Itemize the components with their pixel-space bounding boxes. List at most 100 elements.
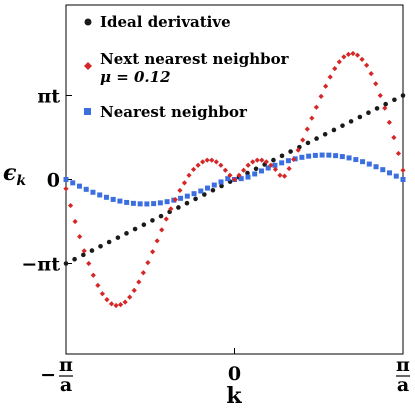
- data-point: [348, 119, 354, 124]
- data-point: [340, 123, 345, 128]
- data-point: [70, 180, 76, 186]
- data-point: [198, 188, 204, 194]
- data-point: [90, 272, 96, 278]
- data-point: [271, 157, 276, 163]
- data-point: [144, 201, 150, 207]
- y-axis-label-symbol: ϵ: [3, 160, 17, 186]
- data-point: [272, 162, 278, 168]
- data-point: [279, 153, 285, 159]
- data-point: [76, 183, 82, 189]
- data-point: [81, 252, 86, 258]
- data-point: [108, 301, 115, 307]
- data-point: [366, 161, 372, 167]
- data-point: [209, 157, 215, 163]
- data-point: [164, 199, 170, 205]
- data-point: [291, 156, 297, 162]
- data-point: [332, 66, 338, 72]
- legend-label-next-nearest: Next nearest neighbor: [100, 50, 290, 68]
- data-point: [158, 213, 164, 219]
- data-point: [231, 176, 238, 183]
- data-point: [157, 200, 163, 206]
- data-point: [250, 159, 256, 165]
- data-point: [304, 126, 310, 132]
- data-point: [323, 83, 329, 89]
- y-tick-label: −πt: [21, 254, 60, 276]
- data-point: [186, 172, 192, 178]
- data-point: [103, 194, 109, 200]
- data-point: [400, 177, 406, 182]
- data-point: [339, 154, 345, 160]
- data-point: [97, 192, 103, 198]
- legend-marker-nearest: [84, 108, 91, 115]
- data-point: [259, 157, 265, 163]
- data-point: [312, 152, 318, 158]
- x-tick-label: 0: [228, 363, 241, 385]
- data-point: [306, 153, 312, 159]
- data-point: [141, 222, 147, 227]
- data-point: [181, 180, 188, 186]
- data-point: [300, 137, 306, 143]
- data-point: [322, 132, 328, 137]
- data-point: [159, 227, 165, 233]
- data-point: [395, 150, 402, 157]
- data-point: [213, 159, 219, 165]
- legend-label-nearest: Nearest neighbor: [100, 103, 248, 121]
- data-point: [382, 105, 388, 111]
- data-point: [245, 162, 251, 168]
- data-point: [77, 234, 83, 240]
- data-point: [177, 187, 183, 194]
- legend-marker-ideal: [84, 18, 92, 26]
- data-point: [163, 216, 169, 222]
- data-point: [191, 191, 197, 197]
- data-point: [353, 157, 359, 163]
- data-point: [210, 187, 216, 193]
- data-point: [238, 176, 244, 182]
- data-point: [63, 186, 69, 192]
- data-point: [95, 282, 101, 288]
- legend-marker-next-nearest: [84, 62, 92, 70]
- series-diamond: [63, 50, 406, 309]
- data-point: [104, 297, 110, 303]
- data-point: [374, 106, 380, 111]
- data-point: [368, 71, 374, 77]
- data-point: [345, 51, 352, 57]
- data-point: [326, 152, 332, 158]
- data-point: [98, 243, 103, 249]
- data-point: [299, 154, 305, 160]
- data-point: [131, 287, 137, 293]
- data-point: [373, 81, 379, 87]
- data-point: [245, 174, 251, 180]
- data-point: [295, 147, 301, 153]
- data-point: [110, 196, 116, 202]
- data-point: [222, 167, 229, 173]
- data-point: [72, 218, 78, 225]
- data-point: [137, 201, 143, 207]
- data-point: [205, 185, 211, 191]
- y-axis-label-subscript: k: [16, 173, 26, 189]
- data-point: [383, 101, 388, 107]
- series-circle: [63, 93, 406, 266]
- data-point: [392, 97, 397, 103]
- data-point: [400, 167, 406, 173]
- data-point: [366, 110, 371, 116]
- data-point: [346, 155, 352, 161]
- data-point: [386, 119, 392, 125]
- legend: Ideal derivative Next nearest neighbor μ…: [84, 13, 290, 121]
- data-point: [254, 157, 260, 163]
- data-point: [145, 260, 151, 266]
- data-point: [364, 62, 370, 68]
- data-point: [333, 153, 339, 159]
- data-point: [178, 195, 184, 201]
- data-point: [318, 93, 324, 99]
- x-tick-fraction-numerator: π: [396, 354, 410, 376]
- data-point: [124, 199, 130, 205]
- data-point: [115, 235, 121, 240]
- data-point: [168, 206, 174, 212]
- data-point: [150, 249, 156, 255]
- x-tick-fraction-denominator: a: [60, 374, 72, 396]
- data-point: [263, 159, 269, 165]
- data-point: [122, 299, 128, 305]
- data-point: [380, 167, 386, 173]
